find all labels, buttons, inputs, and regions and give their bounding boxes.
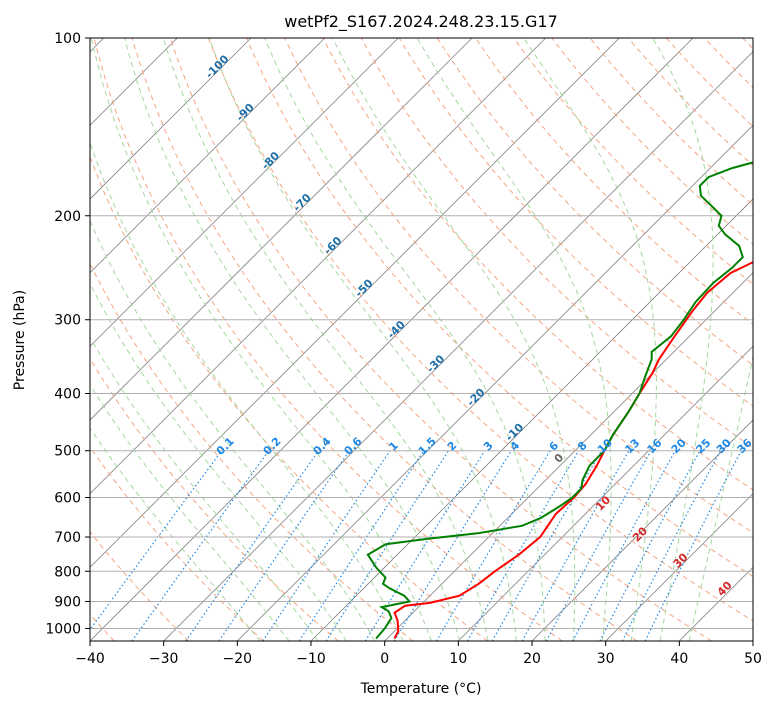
isotherm-line [531,419,753,641]
isotherm-line [90,38,252,200]
moist-adiabat-line [332,38,576,641]
y-axis-label: Pressure (hPa) [12,290,28,390]
y-tick-label: 800 [54,564,81,580]
mixing-ratio-line [364,450,486,641]
dry-adiabat-line [208,38,753,622]
dry-adiabat-line [513,38,753,285]
temperature-line [393,261,753,639]
moist-adiabat-line [652,38,714,641]
x-tick-label: 40 [670,651,688,667]
mixing-ratio-line [393,450,512,641]
x-tick-label: −40 [75,651,105,667]
y-axis-ticks: 100 200 300 400 500 600 700 800 900 1000 [45,31,90,637]
mixing-ratio-line [131,450,270,641]
dry-adiabat-line [90,531,190,641]
isotherm-line [605,493,753,641]
isotherm-line [90,38,546,495]
moist-adiabat-line [90,383,290,641]
isotherm-line [90,38,325,274]
plot-background [90,38,753,641]
y-tick-label: 300 [54,313,81,329]
moist-adiabat-line [416,38,612,641]
mixing-ratio-line [325,450,450,641]
moist-adiabat-line [523,38,657,641]
mixing-ratio-line [218,450,350,641]
isotherm-line [752,640,753,641]
isotherm-line [90,38,399,347]
x-axis-label: Temperature (°C) [360,681,482,697]
x-axis-ticks: −40 −30 −20 −10 0 10 20 30 40 50 [75,641,762,667]
moist-adiabat-line [90,219,376,641]
isotherm-line [90,38,694,641]
dry-adiabat-line [90,262,414,641]
x-tick-label: −30 [149,651,179,667]
pressure-gridlines [90,37,753,629]
mixing-ratio-line [545,450,652,641]
y-tick-label: 700 [54,530,81,546]
plot-frame [89,37,754,642]
mixing-ratio-line [521,450,630,641]
dry-adiabat-line [322,38,753,491]
isotherm-line [384,272,753,641]
x-tick-label: −10 [296,651,326,667]
dry-adiabat-line [169,38,712,641]
mixing-ratio-line [644,450,742,641]
x-tick-label: 10 [449,651,467,667]
dry-adiabat-line [436,38,753,366]
moist-adiabat-line [264,38,546,641]
moist-adiabat-line [90,141,404,641]
dry-adiabat-line [589,38,753,206]
chart-title: wetPf2_S167.2024.248.23.15.G17 [284,12,558,32]
y-tick-label: 100 [54,31,81,47]
dewpoint-line [366,161,753,640]
isotherm-line [458,345,753,641]
moist-adiabat-line [90,38,432,641]
moist-adiabat-line [124,38,461,641]
x-tick-label: 0 [380,651,389,667]
y-tick-label: 400 [54,387,81,403]
mixing-ratio-line [621,450,721,641]
mixing-ratio-line [90,450,223,631]
dry-adiabat-line [551,38,753,245]
y-tick-label: 900 [54,594,81,610]
dry-adiabat-line [475,38,753,326]
isotherm-line [90,38,473,421]
y-tick-label: 600 [54,490,81,506]
dry-adiabat-line [246,38,753,578]
profile-lines [366,161,753,640]
y-tick-label: 500 [54,444,81,460]
isotherm-line [90,38,620,568]
dry-adiabat-line [284,38,753,534]
x-tick-label: 20 [523,651,541,667]
x-tick-label: 50 [744,651,762,667]
y-tick-label: 1000 [45,621,81,637]
x-tick-label: −20 [223,651,253,667]
dry-adiabat-line [90,155,488,641]
moist-adiabat-line [90,427,261,641]
y-tick-label: 200 [54,209,81,225]
moist-adiabat-line [162,38,489,641]
mixing-ratio-line [298,450,425,641]
isotherm-line [163,51,753,641]
moist-adiabat-line [90,336,319,641]
dry-adiabat-line [131,38,638,641]
moist-adiabat-line [208,38,517,641]
isotherm-line [237,124,753,641]
mixing-ratio-line [262,450,391,641]
x-tick-label: 30 [597,651,615,667]
background-lines [90,38,753,641]
dry-adiabat-line [90,357,339,641]
mixing-ratio-line [185,450,320,641]
